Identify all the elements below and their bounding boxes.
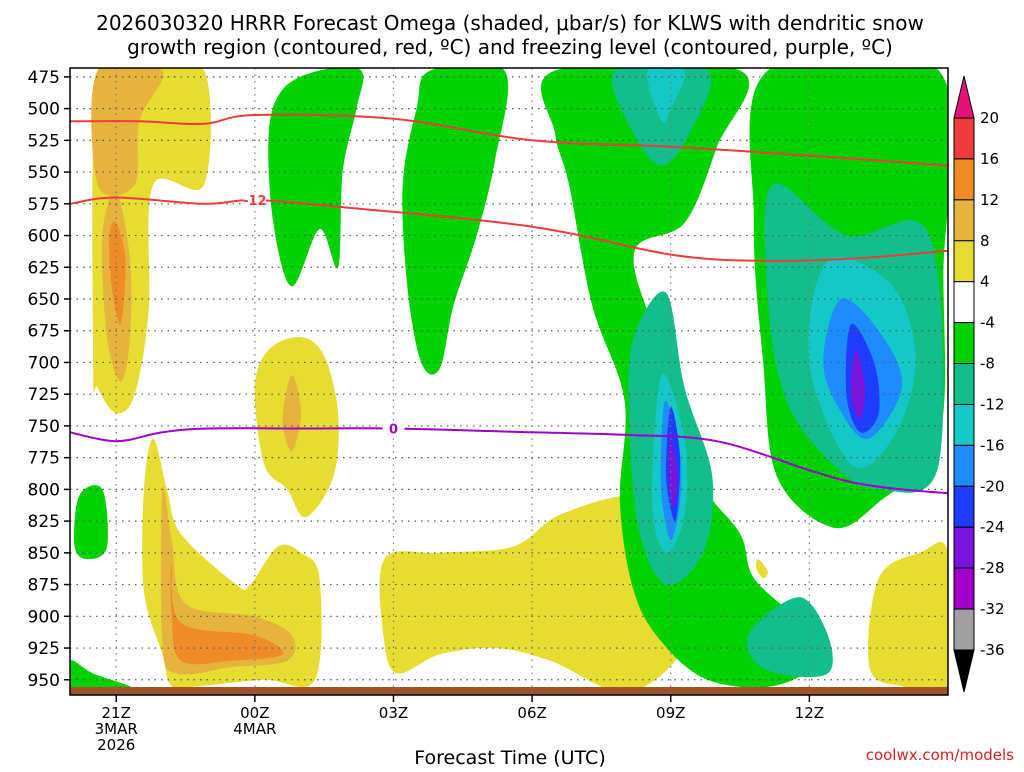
colorbar-top-arrow <box>953 75 975 119</box>
omega-region-6 <box>170 565 284 665</box>
plot-frame <box>69 67 949 696</box>
omega-region-12 <box>74 485 108 560</box>
omega-region-29 <box>850 349 865 420</box>
colorbar-segment-16-to-20 <box>953 117 975 160</box>
colorbar-label--16: -16 <box>980 436 1005 454</box>
colorbar-segment--12-to--8 <box>953 363 975 405</box>
y-tick-label-650: 650 <box>28 290 60 310</box>
colorbar-label-16: 16 <box>980 150 999 168</box>
colorbar-segment--36-to--32 <box>953 608 975 651</box>
colorbar-label--28: -28 <box>980 559 1005 577</box>
colorbar-segment--16-to--12 <box>953 403 975 446</box>
x-tick-label-3MAR: 3MAR <box>95 720 138 738</box>
colorbar-segment-12-to-16 <box>953 158 975 201</box>
colorbar-label--32: -32 <box>980 600 1005 618</box>
y-tick-label-550: 550 <box>28 163 60 183</box>
colorbar-segment--32-to--28 <box>953 567 975 610</box>
omega-region-5 <box>160 485 296 675</box>
y-tick-label-750: 750 <box>28 417 60 437</box>
y-tick-label-775: 775 <box>28 449 60 469</box>
y-tick-label-950: 950 <box>28 671 60 691</box>
x-tick-label-09Z: 09Z <box>656 704 685 722</box>
y-tick-label-800: 800 <box>28 480 60 500</box>
omega-region-13 <box>70 660 135 693</box>
ground-surface <box>70 687 948 695</box>
y-tick-label-475: 475 <box>28 68 60 88</box>
omega-region-8 <box>282 375 302 452</box>
omega-region-16 <box>541 68 820 688</box>
omega-region-14 <box>268 68 364 287</box>
contour-line--12 <box>70 196 948 263</box>
contour-line-0 <box>70 427 948 495</box>
colorbar-label-4: 4 <box>980 273 990 291</box>
plot-area <box>70 68 948 695</box>
x-tick-label-21Z: 21Z <box>102 704 131 722</box>
x-axis-label: Forecast Time (UTC) <box>414 747 605 768</box>
y-tick-label-500: 500 <box>28 100 60 120</box>
omega-region-1 <box>91 68 164 196</box>
contour-label-bg--12 <box>243 192 266 207</box>
y-tick-label-700: 700 <box>28 353 60 373</box>
colorbar-bottom-arrow <box>953 649 975 693</box>
colorbar-label--4: -4 <box>980 314 995 332</box>
y-tick-label-675: 675 <box>28 322 60 342</box>
colorbar-label--20: -20 <box>980 477 1005 495</box>
omega-region-19 <box>646 68 686 124</box>
omega-region-10 <box>868 541 948 695</box>
contour-label-bg-0 <box>382 420 405 436</box>
omega-region-9 <box>379 495 695 693</box>
contour-line-dgz-top <box>70 113 948 167</box>
colorbar-segment--20-to--16 <box>953 444 975 487</box>
contour-label-0: 0 <box>389 422 398 437</box>
y-tick-label-850: 850 <box>28 544 60 564</box>
grid-lines <box>70 68 948 695</box>
colorbar-segment--24-to--20 <box>953 485 975 528</box>
colorbar-label--12: -12 <box>980 395 1005 413</box>
omega-region-31 <box>755 559 768 579</box>
colorbar-segment--8-to--4 <box>953 322 975 365</box>
colorbar-label--36: -36 <box>980 641 1005 659</box>
colorbar-label--24: -24 <box>980 518 1005 536</box>
y-tick-label-600: 600 <box>28 227 60 247</box>
chart-title-line1: 2026030320 HRRR Forecast Omega (shaded, … <box>96 11 924 35</box>
y-tick-label-900: 900 <box>28 607 60 627</box>
omega-region-30 <box>746 597 833 678</box>
colorbar-segment--4-to-4 <box>953 281 975 324</box>
y-tick-label-525: 525 <box>28 131 60 151</box>
colorbar-segment-4-to-8 <box>953 240 975 283</box>
x-tick-label-03Z: 03Z <box>379 704 408 722</box>
omega-region-15 <box>402 68 509 375</box>
y-tick-label-875: 875 <box>28 576 60 596</box>
colorbar-label-8: 8 <box>980 232 990 250</box>
axes: 475 500 525 550 575 600 625 650 675 700 725 750 775 8… <box>28 67 949 754</box>
colorbar: 20 16 12 8 4 -4 -8 -12 -16 -20 -24 -28 -32 -36 <box>953 75 1005 693</box>
colorbar-segment-8-to-12 <box>953 199 975 242</box>
contour-label--12: -12 <box>243 194 267 209</box>
y-tick-label-625: 625 <box>28 258 60 278</box>
x-tick-label-2026: 2026 <box>97 736 135 754</box>
chart-title-line2: growth region (contoured, red, ºC) and f… <box>127 35 893 59</box>
y-tick-label-925: 925 <box>28 639 60 659</box>
y-tick-label-725: 725 <box>28 385 60 405</box>
credit-text: coolwx.com/models <box>866 746 1014 764</box>
x-tick-label-12Z: 12Z <box>795 704 824 722</box>
omega-region-3 <box>109 221 126 325</box>
y-tick-label-575: 575 <box>28 195 60 215</box>
y-tick-label-825: 825 <box>28 512 60 532</box>
colorbar-label-20: 20 <box>980 109 999 127</box>
x-tick-label-06Z: 06Z <box>517 704 546 722</box>
colorbar-label--8: -8 <box>980 355 995 373</box>
colorbar-label-12: 12 <box>980 191 999 209</box>
colorbar-segment--28-to--24 <box>953 526 975 569</box>
x-tick-label-4MAR: 4MAR <box>233 720 276 738</box>
contour-layer: -12 0 <box>70 113 948 495</box>
x-tick-label-00Z: 00Z <box>240 704 269 722</box>
